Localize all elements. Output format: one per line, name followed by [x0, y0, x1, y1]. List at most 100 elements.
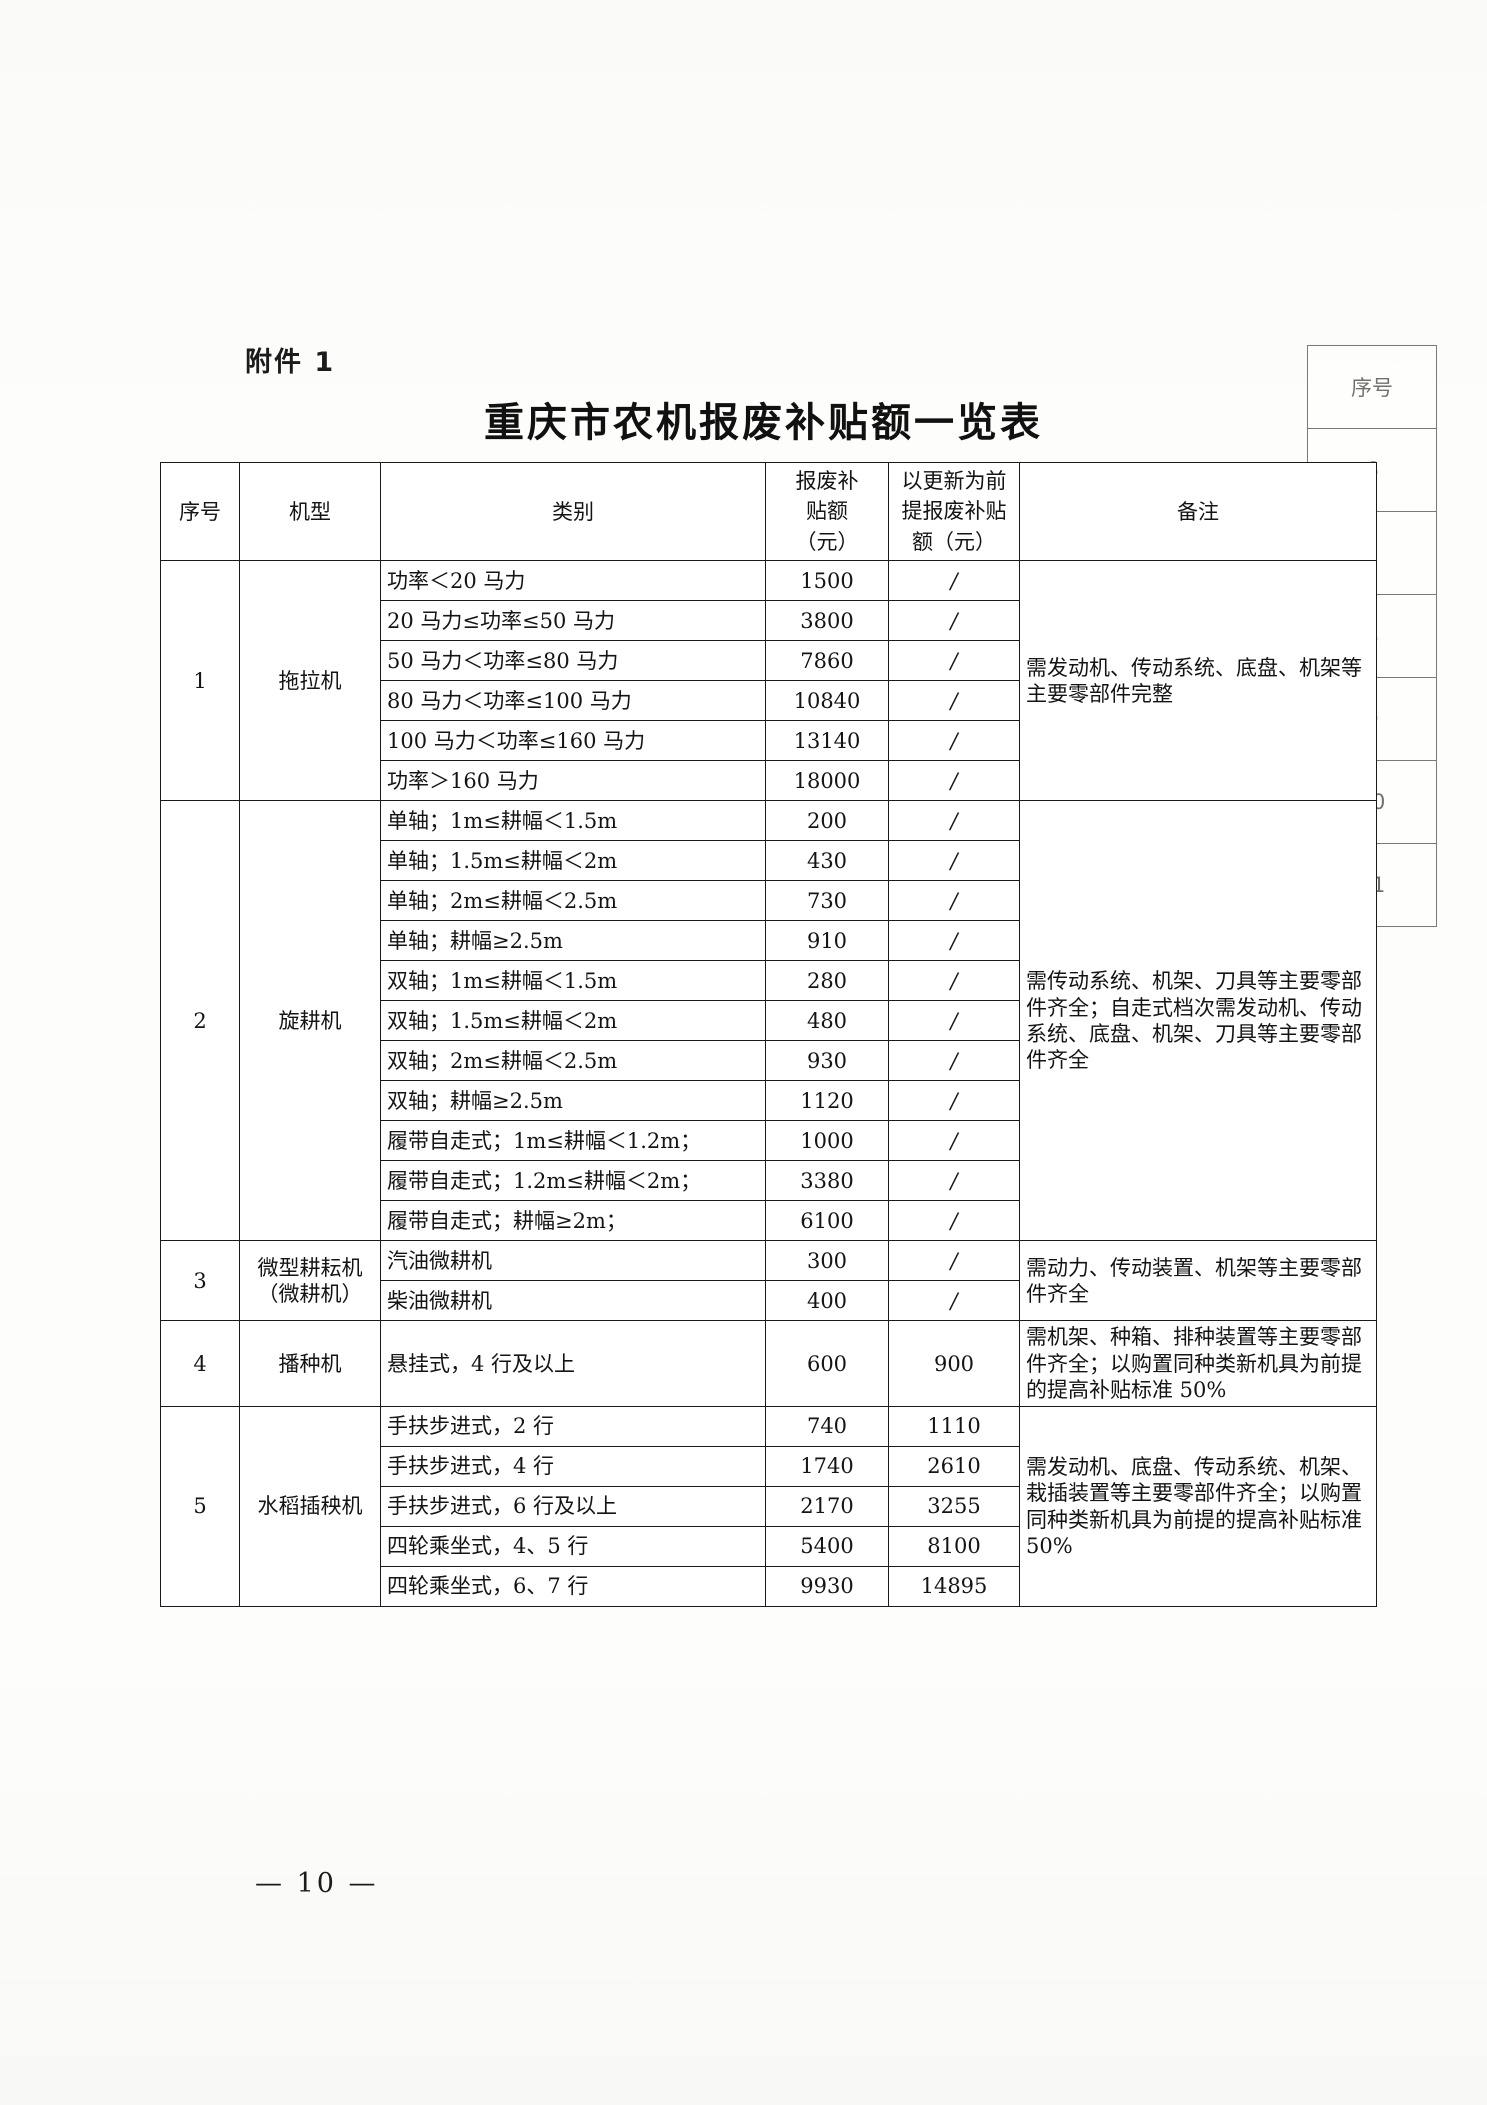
table-row: 履带自走式；1m≤耕幅＜1.2m； 1000/: [161, 1120, 1377, 1162]
scrap-subsidy-cell: 7860: [765, 640, 889, 682]
machine-type-cell: 播种机: [239, 1320, 381, 1408]
table-body: 1 拖拉机 功率＜20 马力 1500/需发动机、传动系统、底盘、机架等主要零部件完整…: [160, 560, 1377, 1608]
column-header-category: 类别: [380, 461, 766, 562]
renew-subsidy-cell: /: [888, 720, 1020, 762]
row-index-cell: 5: [160, 1406, 240, 1608]
renew-subsidy-cell: /: [888, 1200, 1020, 1242]
renew-subsidy-cell: /: [888, 920, 1020, 962]
scrap-subsidy-cell: 1740: [765, 1446, 889, 1488]
scrap-subsidy-cell: 10840: [765, 680, 889, 722]
category-cell: 双轴；1.5m≤耕幅＜2m: [380, 1000, 766, 1042]
scrap-subsidy-cell: 3800: [765, 600, 889, 642]
machine-type-cell: 拖拉机: [239, 560, 381, 802]
page-number: — 10 —: [255, 1868, 379, 1899]
scrap-subsidy-cell: 18000: [765, 760, 889, 802]
renew-subsidy-cell: /: [888, 1280, 1020, 1322]
scrap-subsidy-cell: 3380: [765, 1160, 889, 1202]
column-header-index: 序号: [160, 461, 240, 562]
category-cell: 四轮乘坐式，4、5 行: [380, 1526, 766, 1568]
table-row: 双轴；耕幅≥2.5m 1120/: [161, 1080, 1377, 1122]
scrap-subsidy-cell: 200: [765, 800, 889, 842]
renew-subsidy-cell: 8100: [888, 1526, 1020, 1568]
category-cell: 100 马力＜功率≤160 马力: [380, 720, 766, 762]
scrap-subsidy-line-2: 贴额: [806, 499, 848, 524]
scrap-subsidy-cell: 1500: [765, 560, 889, 602]
row-index-cell: 3: [160, 1240, 240, 1322]
table-row: 2 旋耕机 单轴；1m≤耕幅＜1.5m 200/需传动系统、机架、刀具等主要零部件齐全…: [160, 800, 1377, 1242]
scrap-subsidy-cell: 730: [765, 880, 889, 922]
attachment-label: 附件 1: [245, 347, 336, 378]
table-row: 双轴；2m≤耕幅＜2.5m 930/: [161, 1040, 1377, 1082]
category-cell: 手扶步进式，4 行: [380, 1446, 766, 1488]
scrap-subsidy-cell: 600: [765, 1320, 889, 1408]
category-cell: 汽油微耕机: [380, 1240, 766, 1282]
table-row: 手扶步进式，4 行 1740 2610: [161, 1446, 1377, 1488]
renew-subsidy-cell: 900: [888, 1320, 1020, 1408]
category-cell: 单轴；耕幅≥2.5m: [380, 920, 766, 962]
category-cell: 单轴；2m≤耕幅＜2.5m: [380, 880, 766, 922]
scrap-subsidy-cell: 6100: [765, 1200, 889, 1242]
scrap-subsidy-cell: 740: [765, 1406, 889, 1448]
bleed-header-cell: 序号: [1307, 345, 1437, 429]
category-cell: 柴油微耕机: [380, 1280, 766, 1322]
renew-subsidy-line-1: 以更新为前: [901, 469, 1007, 493]
table-row: 3 微型耕耘机（微耕机） 汽油微耕机 300/需动力、传动装置、机架等主要零部件齐全: [160, 1240, 1377, 1322]
table-row: 手扶步进式，6 行及以上 2170 3255: [161, 1486, 1377, 1528]
scrap-subsidy-cell: 300: [765, 1240, 889, 1282]
category-cell: 单轴；1m≤耕幅＜1.5m: [380, 800, 766, 842]
table-row: 4 播种机 悬挂式，4 行及以上 600 900 需机架、种箱、排种装置等主要零部件齐全；…: [160, 1320, 1377, 1408]
category-cell: 功率＞160 马力: [380, 760, 766, 802]
category-cell: 50 马力＜功率≤80 马力: [380, 640, 766, 682]
category-cell: 履带自走式；耕幅≥2m；: [380, 1200, 766, 1242]
category-cell: 履带自走式；1m≤耕幅＜1.2m；: [380, 1120, 766, 1162]
page-title: 重庆市农机报废补贴额一览表: [484, 399, 1043, 446]
table-row: 履带自走式；耕幅≥2m； 6100/: [161, 1200, 1377, 1242]
category-cell: 双轴；耕幅≥2.5m: [380, 1080, 766, 1122]
category-cell: 履带自走式；1.2m≤耕幅＜2m；: [380, 1160, 766, 1202]
category-cell: 单轴；1.5m≤耕幅＜2m: [380, 840, 766, 882]
renew-subsidy-cell: 14895: [888, 1566, 1020, 1608]
remark-cell: 需发动机、底盘、传动系统、机架、栽插装置等主要零部件齐全；以购置同种类新机具为前…: [1019, 1406, 1377, 1608]
header-row: 序号 机型 类别 报废补 贴额 （元） 以更新为前 提报废补贴 额（元） 备注: [160, 461, 1377, 562]
column-header-renew-subsidy: 以更新为前 提报废补贴 额（元）: [888, 461, 1020, 562]
row-index-cell: 2: [160, 800, 240, 1242]
renew-subsidy-cell: 2610: [888, 1446, 1020, 1488]
remark-cell: 需发动机、传动系统、底盘、机架等主要零部件完整: [1019, 560, 1377, 802]
table-row: 四轮乘坐式，4、5 行 5400 8100: [161, 1526, 1377, 1568]
table-row: 功率＞160 马力 18000/: [161, 760, 1377, 802]
machine-type-cell: 旋耕机: [239, 800, 381, 1242]
renew-subsidy-cell: /: [888, 1000, 1020, 1042]
scrap-subsidy-cell: 9930: [765, 1566, 889, 1608]
scrap-subsidy-cell: 1000: [765, 1120, 889, 1162]
table-header: 序号 机型 类别 报废补 贴额 （元） 以更新为前 提报废补贴 额（元） 备注: [160, 461, 1377, 562]
category-cell: 双轴；1m≤耕幅＜1.5m: [380, 960, 766, 1002]
row-index-cell: 4: [160, 1320, 240, 1408]
scrap-subsidy-cell: 400: [765, 1280, 889, 1322]
renew-subsidy-cell: 1110: [888, 1406, 1020, 1448]
table-row: 1 拖拉机 功率＜20 马力 1500/需发动机、传动系统、底盘、机架等主要零部件完整: [160, 560, 1377, 802]
category-cell: 功率＜20 马力: [380, 560, 766, 602]
renew-subsidy-cell: /: [888, 1080, 1020, 1122]
column-header-remark: 备注: [1019, 461, 1377, 562]
table-row: 20 马力≤功率≤50 马力 3800/: [161, 600, 1377, 642]
table-row: 四轮乘坐式，6、7 行 9930 14895: [161, 1566, 1377, 1608]
category-cell: 80 马力＜功率≤100 马力: [380, 680, 766, 722]
table-row: 单轴；耕幅≥2.5m 910/: [161, 920, 1377, 962]
renew-subsidy-cell: /: [888, 880, 1020, 922]
machine-type-cell: 微型耕耘机（微耕机）: [239, 1240, 381, 1322]
column-header-model: 机型: [239, 461, 381, 562]
scrap-subsidy-cell: 2170: [765, 1486, 889, 1528]
renew-subsidy-cell: /: [888, 680, 1020, 722]
subsidy-table-wrapper: 序号 机型 类别 报废补 贴额 （元） 以更新为前 提报废补贴 额（元） 备注: [160, 461, 1377, 1608]
scrap-subsidy-line-1: 报废补: [795, 469, 859, 493]
renew-subsidy-cell: /: [888, 560, 1020, 602]
renew-subsidy-line-3: 额（元）: [912, 529, 996, 554]
renew-subsidy-cell: /: [888, 1040, 1020, 1082]
renew-subsidy-cell: /: [888, 760, 1020, 802]
scrap-subsidy-cell: 280: [765, 960, 889, 1002]
table-row: 5 水稻插秧机 手扶步进式，2 行 740 1110 需发动机、底盘、传动系统、机架、栽插…: [160, 1406, 1377, 1608]
renew-subsidy-cell: /: [888, 840, 1020, 882]
row-index-cell: 1: [160, 560, 240, 802]
category-cell: 20 马力≤功率≤50 马力: [380, 600, 766, 642]
